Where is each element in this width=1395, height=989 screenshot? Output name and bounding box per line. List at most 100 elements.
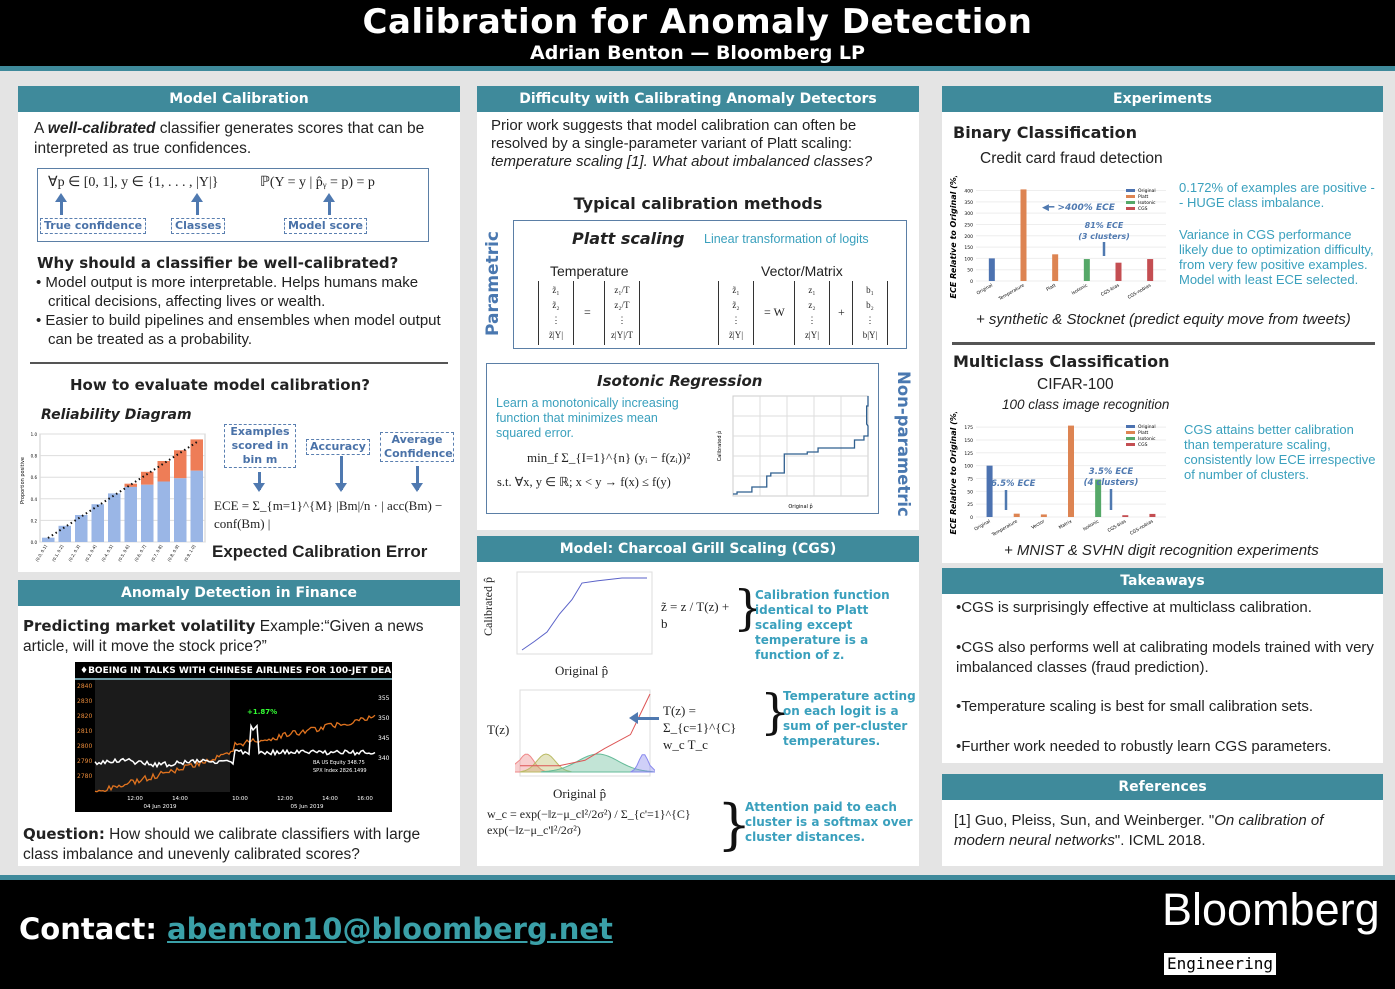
panel-experiments: Experiments Binary Classification Credit… <box>942 86 1383 563</box>
y-tick-label: 300 <box>964 211 973 217</box>
temperature-curve <box>520 693 651 767</box>
annotation: 81% ECE <box>1085 221 1124 230</box>
bar-accuracy <box>190 470 203 542</box>
bar-accuracy <box>124 486 137 542</box>
bar <box>1040 514 1047 517</box>
y-tick-label: 0.4 <box>31 497 38 502</box>
legend-entry: CGS <box>1138 206 1148 212</box>
bullet: • Easier to build pipelines and ensemble… <box>36 312 441 348</box>
x-tick-label: (0.8, 0.9] <box>166 544 180 563</box>
bar-accuracy <box>91 504 104 542</box>
y-tick-label: 50 <box>967 268 973 274</box>
y-tick-label: 200 <box>964 234 973 240</box>
reliability-diagram: 0.0 0.2 0.4 0.6 0.8 1.0 Proportion positive (0.… <box>20 432 206 563</box>
cgs-formula-2: T(z) = Σ_{c=1}^{C} w_c T_c <box>663 703 737 752</box>
temperature-lhs-vector: z̃₁ z̃₂ ⋮ z̃|Y| <box>538 281 574 345</box>
plot-area <box>516 571 653 655</box>
multiclass-dataset: CIFAR-100 <box>1037 376 1114 393</box>
panel-takeaways: Takeaways •CGS is surprisingly effective… <box>942 568 1383 763</box>
x-tick-label: 16:00 <box>357 796 373 802</box>
legend-entry: Original <box>1138 188 1156 194</box>
bar-overconfidence <box>124 483 137 487</box>
section-heading: Takeaways <box>942 568 1383 594</box>
difficulty-intro: Prior work suggests that model calibrati… <box>491 117 873 170</box>
y-tick-label: 0 <box>970 279 973 285</box>
x-tick-label: (0.1, 0.2] <box>51 544 65 563</box>
bloomberg-logo: Bloomberg <box>1162 884 1380 935</box>
bar-accuracy <box>157 481 170 542</box>
contact-email-link[interactable]: abenton10@bloomberg.net <box>167 912 613 946</box>
x-tick-label: Original <box>976 283 994 297</box>
legend-entry: BA US Equity 348.75 <box>313 760 365 766</box>
label-true-confidence: True confidence <box>40 218 147 234</box>
ba-line <box>94 723 376 769</box>
label-accuracy: Accuracy <box>306 439 370 455</box>
cgs-formula-3: w_c = exp(−‖z−μ_c‖²/2σ²) / Σ_{c'=1}^{C} … <box>487 807 691 837</box>
isotonic-constraint: s.t. ∀x, y ∈ ℝ; x < y → f(x) ≤ f(y) <box>497 475 671 489</box>
formula-left: ∀p ∈ [0, 1], y ∈ {1, . . . , |Y|} <box>48 175 219 190</box>
bar-accuracy <box>108 493 121 542</box>
calibration-function-plot <box>516 571 653 655</box>
ece-title: Expected Calibration Error <box>212 542 428 561</box>
section-heading: Model Calibration <box>18 86 460 112</box>
x-tick-label: (0.7, 0.8] <box>150 544 164 563</box>
x-tick-label: Isotonic <box>1071 282 1090 296</box>
y-tick-label: 400 <box>964 189 973 195</box>
y-tick-label: 0.8 <box>31 454 38 459</box>
y-tick-label: 50 <box>967 489 973 495</box>
x-tick-label: Temperature <box>997 282 1026 302</box>
y-tick-label: 25 <box>967 502 973 508</box>
bar <box>1068 425 1074 517</box>
annotation: 6.5% ECE <box>991 479 1036 489</box>
price-change-label: +1.87% <box>247 708 277 716</box>
annotation: 3.5% ECE <box>1089 467 1134 477</box>
binary-ece-chart: ECE Relative to Original (%) 0 50 100 150 200… <box>949 176 1166 302</box>
bar <box>1115 262 1122 281</box>
section-heading: Experiments <box>942 86 1383 112</box>
legend-swatch <box>1126 201 1135 204</box>
multiclass-note: CGS attains better calibration than temp… <box>1184 422 1376 482</box>
label-examples-in-bin: Examples scored in bin m <box>224 424 296 468</box>
left-tick-label: 2830 <box>77 698 92 705</box>
temperature-clusters-plot <box>515 689 655 777</box>
arrow-icon <box>411 466 423 492</box>
left-tick-label: 2840 <box>77 683 92 690</box>
x-tick-label: Original <box>973 519 991 533</box>
right-tick-label: 355 <box>378 695 390 702</box>
cluster-density <box>540 753 655 773</box>
label-average-confidence: Average Confidence <box>380 432 454 462</box>
bar-overconfidence <box>174 450 187 479</box>
x-tick-label: (0.9, 1.0] <box>183 544 197 563</box>
poster-header: Calibration for Anomaly Detection Adrian… <box>0 0 1395 66</box>
arrow-icon <box>253 472 265 492</box>
legend-swatch <box>1126 431 1135 434</box>
legend-entry: SPX Index 2826.1499 <box>313 768 367 774</box>
x-tick-label: Vector <box>1030 518 1046 530</box>
x-tick-label: (0.2, 0.3] <box>67 544 81 563</box>
temperature-label: Temperature <box>550 263 629 279</box>
cluster-density <box>630 754 655 773</box>
x-tick-label: (0.5, 0.6] <box>117 544 131 563</box>
parametric-label: Parametric <box>483 231 503 337</box>
legend-swatch <box>1126 207 1135 210</box>
previous-day-shading <box>95 680 230 792</box>
equals-w: = W <box>764 305 785 319</box>
multiclass-ece-chart: ECE Relative to Original (%) 0 25 50 75 100 12… <box>949 412 1166 538</box>
date-label: 05 Jun 2019 <box>290 804 324 810</box>
calibration-curve <box>521 577 647 651</box>
definition-box: ∀p ∈ [0, 1], y ∈ {1, . . . , |Y|} ℙ(Y = … <box>37 168 429 242</box>
bar <box>1052 254 1059 281</box>
x-tick-label: (0.3, 0.4] <box>84 544 98 563</box>
temperature-rhs-vector: z₁/T z₂/T ⋮ z|Y|/T <box>604 281 640 345</box>
bar <box>1083 259 1090 281</box>
poster-title: Calibration for Anomaly Detection <box>362 2 1033 42</box>
right-tick-label: 345 <box>378 735 390 742</box>
bar-accuracy <box>141 484 154 542</box>
poster-authors: Adrian Benton — Bloomberg LP <box>530 42 865 64</box>
takeaway-item: •Temperature scaling is best for small c… <box>956 698 1314 715</box>
plot-area <box>732 395 869 497</box>
multiclass-task: 100 class image recognition <box>1002 397 1170 412</box>
arrow-icon <box>191 193 203 215</box>
y-tick-label: 100 <box>964 256 973 262</box>
x-axis-label: Original p̂ <box>788 504 812 510</box>
